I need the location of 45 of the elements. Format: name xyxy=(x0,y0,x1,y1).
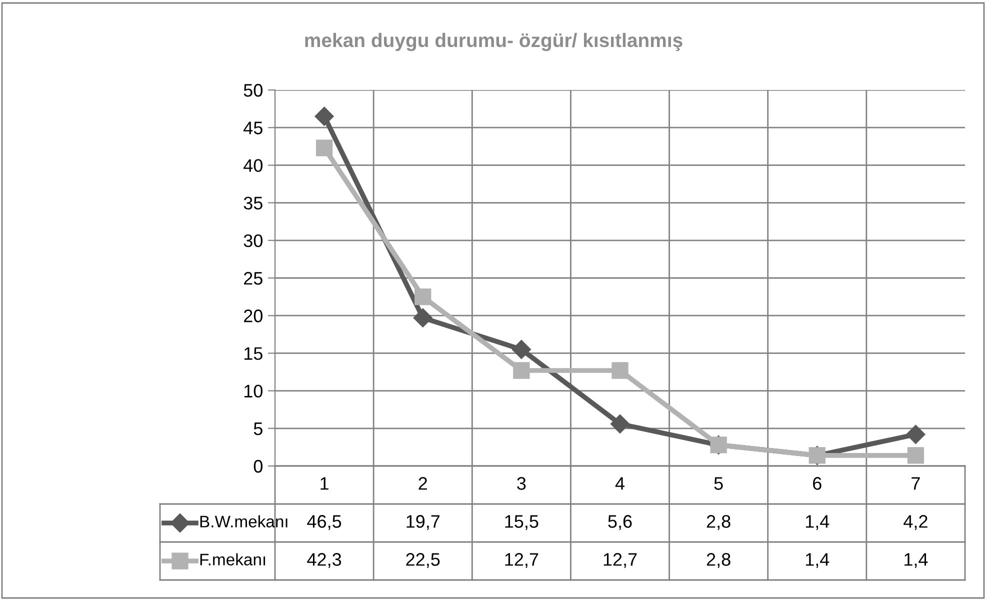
y-tick-label: 25 xyxy=(244,272,262,285)
point xyxy=(513,362,530,379)
y-tick-label: 10 xyxy=(244,384,262,398)
chart-title: mekan duygu durumu- özgür/ kısıtlanmış xyxy=(305,32,682,52)
data-label: 4,2 xyxy=(904,515,928,530)
x-tick-label: 2 xyxy=(418,477,427,490)
point xyxy=(610,414,630,434)
data-label: 12,7 xyxy=(604,553,637,568)
y-tick-label: 15 xyxy=(244,347,262,360)
legend-label: B.W.mekanı xyxy=(200,515,288,528)
data-label: 46,5 xyxy=(307,515,342,530)
y-tick-label: 45 xyxy=(244,122,262,134)
point xyxy=(413,308,432,328)
x-tick-label: 5 xyxy=(714,477,723,490)
data-label: 5,6 xyxy=(608,515,632,530)
data-label: 2,8 xyxy=(706,515,730,530)
data-label: 2,8 xyxy=(706,553,730,568)
y-tick-label: 35 xyxy=(244,196,262,210)
data-label: 22,5 xyxy=(406,553,440,568)
data-label: 1,4 xyxy=(904,553,928,568)
x-tick-label: 1 xyxy=(320,477,328,490)
point xyxy=(907,447,924,464)
y-tick-label: 5 xyxy=(254,422,262,436)
y-tick-label: 20 xyxy=(244,310,262,322)
point xyxy=(512,340,531,359)
x-tick-label: 4 xyxy=(615,477,624,490)
point xyxy=(314,106,334,126)
data-label: 42,3 xyxy=(307,553,342,568)
data-label: 19,7 xyxy=(406,515,440,530)
data-label: 12,7 xyxy=(505,553,538,568)
point xyxy=(906,424,926,444)
y-tick-label: 0 xyxy=(254,460,262,473)
x-tick-label: 3 xyxy=(517,477,526,490)
legend-label: F.mekanı xyxy=(200,553,266,566)
point xyxy=(414,288,432,306)
y-tick-label: 50 xyxy=(244,84,262,97)
point xyxy=(316,140,333,156)
y-tick-label: 40 xyxy=(244,159,262,172)
point xyxy=(612,362,628,379)
x-tick-label: 6 xyxy=(813,477,822,490)
y-tick-label: 30 xyxy=(244,234,262,248)
data-label: 1,4 xyxy=(806,515,830,530)
data-label: 15,5 xyxy=(505,515,538,530)
data-label: 1,4 xyxy=(806,553,830,568)
x-tick-label: 7 xyxy=(912,477,920,490)
